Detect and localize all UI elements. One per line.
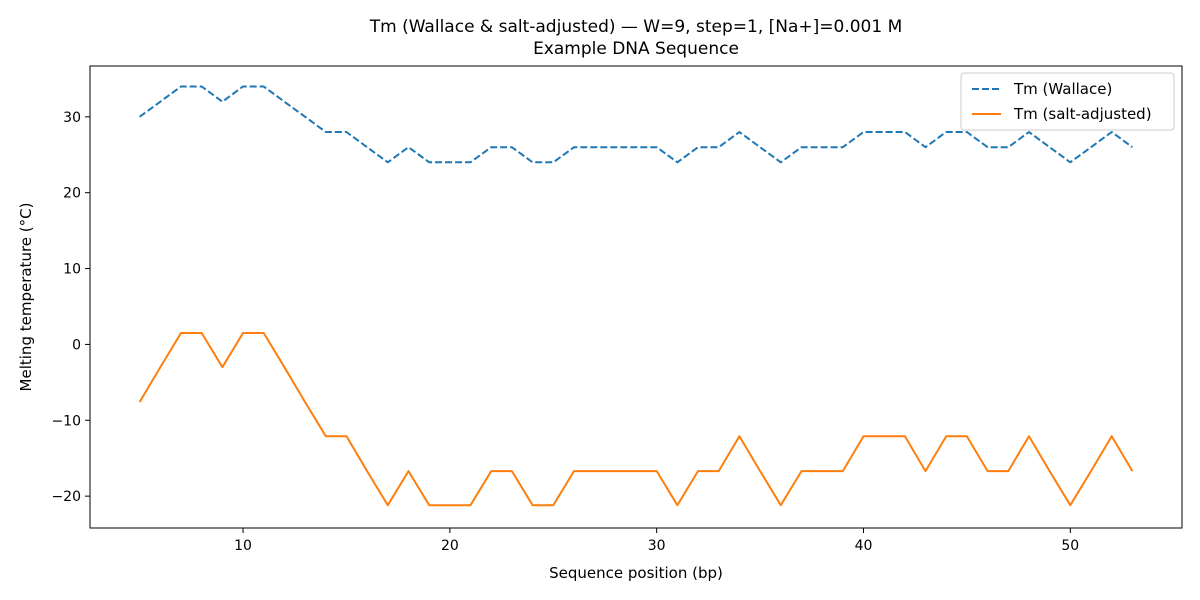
- x-tick-label: 40: [855, 538, 873, 554]
- y-tick-label: 30: [63, 110, 81, 126]
- y-tick-label: 20: [63, 186, 81, 202]
- y-tick-label: 10: [63, 262, 81, 278]
- y-tick-label: −10: [51, 413, 81, 429]
- y-tick-label: 0: [72, 337, 81, 353]
- x-tick-label: 30: [648, 538, 666, 554]
- x-tick-label: 10: [234, 538, 252, 554]
- legend-label-wallace: Tm (Wallace): [1013, 80, 1112, 98]
- x-tick-label: 50: [1061, 538, 1079, 554]
- series-line-1: [138, 332, 1134, 507]
- y-axis: −20 −10 0 10 20 30: [51, 110, 90, 505]
- legend: Tm (Wallace) Tm (salt-adjusted): [960, 72, 1175, 131]
- x-axis-label: Sequence position (bp): [549, 564, 723, 582]
- legend-label-salt: Tm (salt-adjusted): [1013, 105, 1152, 123]
- series-line-0: [139, 85, 1133, 164]
- y-axis-label: Melting temperature (°C): [17, 203, 35, 392]
- y-tick-label: −20: [51, 489, 81, 505]
- plot-frame: [89, 65, 1183, 529]
- plot-area: [138, 85, 1134, 507]
- x-tick-label: 20: [441, 538, 459, 554]
- x-axis: 10 20 30 40 50: [234, 528, 1079, 554]
- chart-title: Tm (Wallace & salt-adjusted) — W=9, step…: [369, 17, 903, 37]
- chart-subtitle: Example DNA Sequence: [533, 39, 739, 59]
- legend-box: [960, 72, 1175, 131]
